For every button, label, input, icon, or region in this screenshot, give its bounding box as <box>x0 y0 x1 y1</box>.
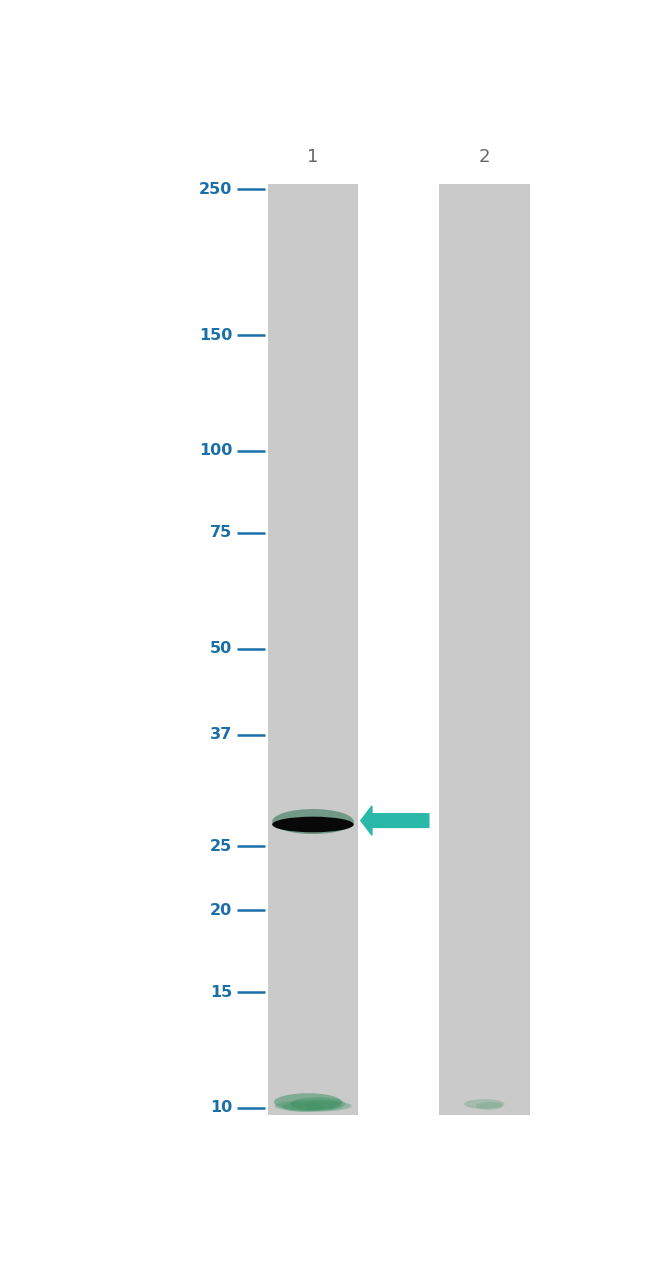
Text: 75: 75 <box>210 525 233 541</box>
Ellipse shape <box>272 817 354 832</box>
Bar <box>268 184 358 1114</box>
Text: 37: 37 <box>210 727 233 742</box>
Text: 100: 100 <box>199 443 233 458</box>
Text: 10: 10 <box>210 1100 233 1115</box>
Ellipse shape <box>283 1101 323 1112</box>
Text: 15: 15 <box>210 985 233 1000</box>
Ellipse shape <box>272 810 354 834</box>
Ellipse shape <box>476 1101 503 1110</box>
Bar <box>439 184 530 1114</box>
Text: 50: 50 <box>210 641 233 656</box>
Ellipse shape <box>291 1098 345 1110</box>
Text: 1: 1 <box>307 148 318 166</box>
Ellipse shape <box>274 1094 342 1110</box>
Text: 20: 20 <box>210 902 233 917</box>
Text: 250: 250 <box>199 181 233 197</box>
Ellipse shape <box>464 1099 504 1109</box>
Text: 150: 150 <box>199 327 233 343</box>
Ellipse shape <box>305 1100 341 1110</box>
Ellipse shape <box>274 1100 352 1112</box>
Text: 2: 2 <box>478 148 490 166</box>
Text: 25: 25 <box>210 839 233 854</box>
FancyArrow shape <box>361 806 429 835</box>
